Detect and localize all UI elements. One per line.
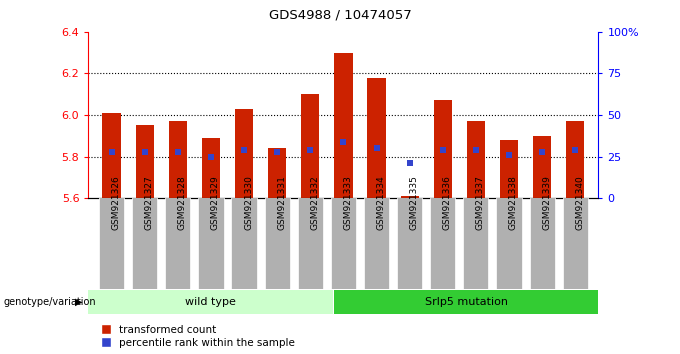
Bar: [135, 125, 154, 198]
FancyBboxPatch shape: [334, 290, 598, 314]
Bar: [533, 136, 551, 198]
Bar: [268, 148, 286, 198]
Text: GSM921335: GSM921335: [409, 175, 419, 230]
FancyBboxPatch shape: [562, 196, 588, 290]
Text: GSM921326: GSM921326: [112, 175, 120, 230]
FancyBboxPatch shape: [364, 196, 389, 290]
FancyBboxPatch shape: [298, 196, 323, 290]
Text: GSM921333: GSM921333: [343, 175, 352, 230]
Bar: [202, 138, 220, 198]
Bar: [235, 109, 253, 198]
FancyBboxPatch shape: [397, 196, 422, 290]
FancyBboxPatch shape: [165, 196, 190, 290]
Bar: [103, 113, 120, 198]
Text: GSM921340: GSM921340: [575, 175, 584, 230]
Bar: [401, 196, 419, 198]
Text: GSM921331: GSM921331: [277, 175, 286, 230]
Legend: transformed count, percentile rank within the sample: transformed count, percentile rank withi…: [101, 325, 295, 348]
Text: GSM921336: GSM921336: [443, 175, 452, 230]
Bar: [367, 78, 386, 198]
FancyBboxPatch shape: [430, 196, 456, 290]
Text: GSM921334: GSM921334: [377, 175, 386, 230]
FancyBboxPatch shape: [463, 196, 488, 290]
Bar: [466, 121, 485, 198]
FancyBboxPatch shape: [88, 290, 333, 314]
FancyBboxPatch shape: [99, 196, 124, 290]
FancyBboxPatch shape: [132, 196, 157, 290]
FancyBboxPatch shape: [530, 196, 555, 290]
Text: GSM921337: GSM921337: [476, 175, 485, 230]
FancyBboxPatch shape: [496, 196, 522, 290]
Text: wild type: wild type: [185, 297, 236, 307]
Bar: [434, 101, 452, 198]
Bar: [335, 53, 352, 198]
FancyBboxPatch shape: [265, 196, 290, 290]
Bar: [500, 140, 518, 198]
Text: GSM921330: GSM921330: [244, 175, 253, 230]
FancyBboxPatch shape: [330, 196, 356, 290]
Text: GSM921339: GSM921339: [542, 175, 551, 230]
Text: GSM921327: GSM921327: [145, 175, 154, 230]
Text: GSM921332: GSM921332: [310, 175, 320, 230]
Bar: [566, 121, 584, 198]
Text: GDS4988 / 10474057: GDS4988 / 10474057: [269, 9, 411, 22]
Text: Srlp5 mutation: Srlp5 mutation: [425, 297, 508, 307]
Text: GSM921338: GSM921338: [509, 175, 518, 230]
Text: GSM921329: GSM921329: [211, 175, 220, 230]
Bar: [169, 121, 187, 198]
FancyBboxPatch shape: [199, 196, 224, 290]
Bar: [301, 94, 320, 198]
Text: genotype/variation: genotype/variation: [3, 297, 96, 307]
Text: ▶: ▶: [75, 297, 83, 307]
FancyBboxPatch shape: [231, 196, 256, 290]
Text: GSM921328: GSM921328: [177, 175, 187, 230]
